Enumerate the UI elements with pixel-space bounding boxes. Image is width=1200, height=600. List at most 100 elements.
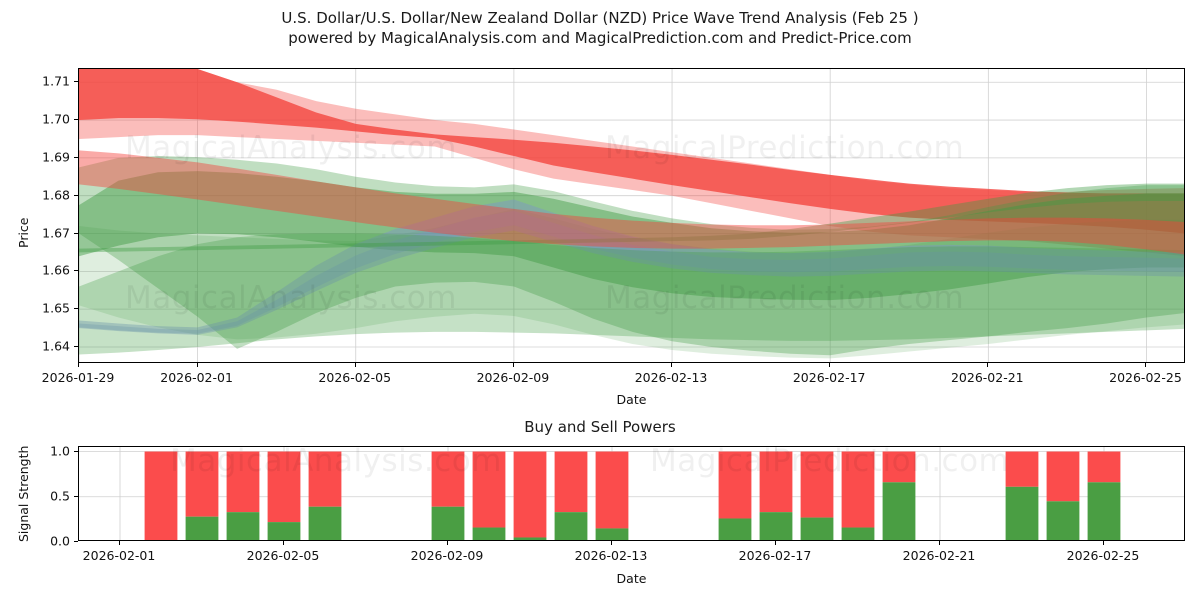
buy-power-bar xyxy=(1046,501,1080,540)
price-y-tick-mark xyxy=(74,345,78,347)
price-x-tick-mark xyxy=(354,363,356,367)
price-y-tick-mark xyxy=(74,119,78,121)
price-band-blue-band-outer xyxy=(79,199,1184,335)
buy-power-bar xyxy=(267,522,301,540)
buy-sell-x-tick-label: 2026-02-01 xyxy=(82,548,156,563)
price-y-tick-label: 1.69 xyxy=(42,149,70,165)
sell-power-bar xyxy=(1005,451,1039,487)
price-y-tick-label: 1.71 xyxy=(42,73,70,89)
buy-power-bar xyxy=(841,527,875,540)
price-y-tick-mark xyxy=(74,308,78,310)
price-x-tick-label: 2026-02-09 xyxy=(476,370,550,385)
price-y-tick-mark xyxy=(74,270,78,272)
buy-power-bar xyxy=(1005,486,1039,540)
sell-power-bar xyxy=(841,451,875,528)
price-x-tick-label: 2026-02-05 xyxy=(318,370,392,385)
price-x-tick-mark xyxy=(512,363,514,367)
buy-sell-x-tick-label: 2026-02-25 xyxy=(1066,548,1140,563)
price-chart-axes xyxy=(78,68,1185,363)
sell-power-bar xyxy=(431,451,465,507)
sell-power-bar xyxy=(595,451,629,529)
price-band-green-band-light xyxy=(79,208,1184,359)
buy-sell-y-tick-mark xyxy=(74,495,78,497)
buy-power-bar xyxy=(882,482,916,540)
buy-sell-x-tick-label: 2026-02-21 xyxy=(902,548,976,563)
price-y-tick-label: 1.66 xyxy=(42,262,70,278)
buy-sell-x-tick-mark xyxy=(939,541,940,545)
buy-power-bar xyxy=(431,506,465,540)
sell-power-bar xyxy=(1087,451,1121,483)
sell-power-bar xyxy=(308,451,342,507)
price-y-tick-mark xyxy=(74,232,78,234)
price-y-tick-label: 1.70 xyxy=(42,111,70,127)
price-x-axis-title: Date xyxy=(616,392,647,407)
price-y-tick-label: 1.67 xyxy=(42,225,70,241)
buy-sell-x-tick-label: 2026-02-09 xyxy=(410,548,484,563)
price-y-tick-mark xyxy=(74,81,78,83)
price-x-tick-mark xyxy=(196,363,198,367)
buy-power-bar xyxy=(595,528,629,540)
price-x-tick-label: 2026-02-13 xyxy=(634,370,708,385)
buy-sell-x-tick-mark xyxy=(1103,541,1104,545)
figure-title: U.S. Dollar/U.S. Dollar/New Zealand Doll… xyxy=(0,8,1200,49)
price-band-red-lower-overlap xyxy=(79,150,1184,255)
buy-power-bar xyxy=(185,516,219,540)
buy-power-bar xyxy=(226,512,260,540)
buy-power-bar xyxy=(472,527,506,540)
price-band-green-tail-rise xyxy=(79,183,1184,253)
price-y-tick-label: 1.68 xyxy=(42,187,70,203)
buy-sell-y-tick-mark xyxy=(74,450,78,452)
buy-power-bar xyxy=(718,518,752,540)
sell-power-bar xyxy=(800,451,834,518)
buy-power-bar xyxy=(308,506,342,540)
price-x-tick-label: 2026-02-21 xyxy=(950,370,1024,385)
buy-sell-x-axis-title: Date xyxy=(616,571,647,586)
price-band-red-band-inner xyxy=(79,69,1184,234)
buy-sell-y-tick-label: 1.0 xyxy=(50,443,70,459)
sell-power-bar xyxy=(472,451,506,528)
sell-power-bar xyxy=(554,451,588,513)
price-x-tick-label: 2026-02-01 xyxy=(160,370,233,385)
buy-sell-x-tick-mark xyxy=(611,541,612,545)
price-x-tick-mark xyxy=(1145,363,1147,367)
price-y-tick-mark xyxy=(74,156,78,158)
price-x-tick-label: 2026-02-17 xyxy=(792,370,866,385)
buy-sell-y-tick-mark xyxy=(74,541,78,542)
buy-sell-y-axis-title: Signal Strength xyxy=(16,445,31,542)
price-band-green-band-lower-wide xyxy=(79,233,1184,355)
sell-power-bar xyxy=(1046,451,1080,502)
buy-power-bar xyxy=(513,537,547,540)
price-x-tick-mark xyxy=(671,363,673,367)
buy-sell-x-tick-mark xyxy=(283,541,284,545)
price-y-tick-label: 1.64 xyxy=(42,338,70,354)
price-x-tick-label: 2026-02-25 xyxy=(1109,370,1182,385)
sell-power-bar xyxy=(882,451,916,483)
price-wave-plot xyxy=(79,69,1184,362)
price-x-tick-label: 2026-01-29 xyxy=(41,370,115,385)
sell-power-bar xyxy=(185,451,219,517)
price-x-tick-mark xyxy=(987,363,989,367)
price-x-tick-mark xyxy=(78,363,79,367)
title-line-2: powered by MagicalAnalysis.com and Magic… xyxy=(288,29,912,48)
buy-power-bar xyxy=(759,512,793,540)
buy-power-bar xyxy=(1087,482,1121,540)
buy-sell-y-tick-label: 0.0 xyxy=(50,533,70,549)
buy-power-bar xyxy=(554,512,588,540)
buy-sell-x-tick-mark xyxy=(119,541,120,545)
buy-sell-x-tick-mark xyxy=(447,541,448,545)
sell-power-bar xyxy=(718,451,752,519)
buy-sell-chart-title: Buy and Sell Powers xyxy=(524,418,676,436)
buy-sell-chart-axes xyxy=(78,446,1185,541)
buy-sell-x-tick-mark xyxy=(775,541,776,545)
sell-power-bar xyxy=(759,451,793,513)
price-y-axis-title: Price xyxy=(16,217,31,249)
price-y-tick-mark xyxy=(74,194,78,196)
buy-power-bar xyxy=(800,517,834,540)
buy-sell-x-tick-label: 2026-02-17 xyxy=(738,548,812,563)
sell-power-bar xyxy=(226,451,260,513)
buy-sell-y-tick-label: 0.5 xyxy=(50,488,70,504)
price-y-tick-label: 1.65 xyxy=(42,300,70,316)
price-x-tick-mark xyxy=(829,363,831,367)
buy-sell-x-tick-label: 2026-02-05 xyxy=(246,548,320,563)
